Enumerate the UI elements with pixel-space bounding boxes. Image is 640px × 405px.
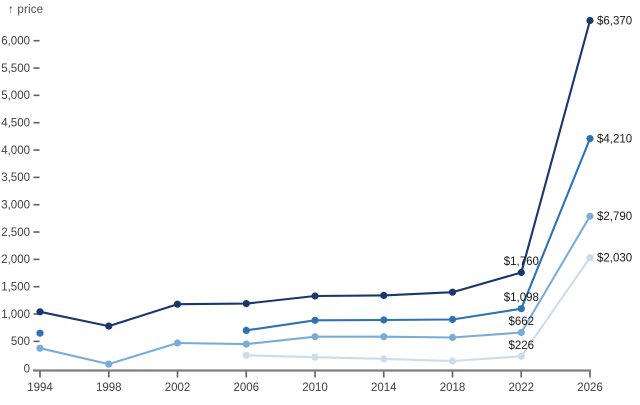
x-tick-label: 2002 [165,382,191,394]
data-point-series-darkest-blue [311,292,319,300]
data-point-series-dark-blue [586,135,594,143]
y-tick-label: 1,500 [1,282,30,294]
series-line-series-light-blue [245,256,592,363]
y-tick-label: 2,000 [1,254,30,266]
series-line-series-dark-blue [245,137,592,332]
data-point-series-darkest-blue [380,291,388,299]
data-point-series-light-blue [380,355,388,363]
data-point-series-darkest-blue [242,300,250,308]
value-label-series-dark-blue: $4,210 [597,134,632,146]
value-label-series-medium-blue: $2,790 [597,211,632,223]
data-point-series-dark-blue [448,315,457,324]
data-point-series-medium-blue [173,339,182,347]
series-line-series-medium-blue [38,215,592,366]
data-point-series-medium-blue [311,333,319,341]
value-label-series-medium-blue: $662 [509,316,535,328]
data-point-series-medium-blue [380,333,388,341]
data-point-series-medium-blue [242,340,250,348]
data-point-series-darkest-blue [105,322,113,330]
data-point-series-dark-blue [311,316,319,324]
x-tick-label: 2018 [440,382,466,394]
y-tick-label: 1,000 [1,309,30,321]
data-point-series-light-blue [448,357,457,365]
value-label-series-darkest-blue: $1,760 [504,256,539,268]
data-point-series-dark-blue [36,329,44,337]
data-point-series-dark-blue [517,305,525,313]
data-point-series-medium-blue [448,333,457,342]
value-label-series-dark-blue: $1,098 [504,292,539,304]
value-label-series-light-blue: $2,030 [597,253,632,265]
data-point-series-darkest-blue [448,288,457,296]
y-tick-label: 3,000 [1,200,30,212]
value-label-series-light-blue: $226 [509,340,535,352]
x-tick-label: 2026 [577,382,603,394]
x-tick-label: 2014 [371,382,397,394]
data-point-series-darkest-blue [586,16,594,25]
series-line-series-darkest-blue [38,19,592,328]
y-axis-title: ↑ price [8,4,44,16]
x-tick-label: 2010 [302,382,328,394]
y-tick-label: 6,000 [1,36,30,48]
data-point-series-medium-blue [105,360,113,368]
value-label-series-darkest-blue: $6,370 [597,16,632,28]
data-point-series-medium-blue [36,344,44,352]
data-point-series-light-blue [586,254,594,262]
data-point-series-darkest-blue [36,308,44,316]
y-tick-label: 4,000 [1,145,30,157]
data-point-series-medium-blue [586,212,594,220]
data-point-series-light-blue [517,352,525,360]
y-tick-label: 5,000 [1,90,30,102]
y-tick-label: 5,500 [1,63,30,75]
x-tick-label: 2022 [508,382,534,394]
y-tick-label: 3,500 [1,172,30,184]
y-tick-label: 0 [24,364,30,376]
data-point-series-light-blue [311,353,319,361]
data-point-series-dark-blue [242,326,250,334]
x-tick-label: 1998 [96,382,122,394]
y-tick-label: 500 [11,336,30,348]
y-tick-label: 2,500 [1,227,30,239]
x-tick-label: 2006 [233,382,259,394]
data-point-series-darkest-blue [173,300,182,308]
y-tick-label: 4,500 [1,118,30,130]
data-point-series-dark-blue [380,316,388,324]
data-point-series-light-blue [242,351,250,359]
data-point-series-medium-blue [517,328,525,337]
x-tick-label: 1994 [27,382,53,394]
data-point-series-darkest-blue [517,268,525,277]
